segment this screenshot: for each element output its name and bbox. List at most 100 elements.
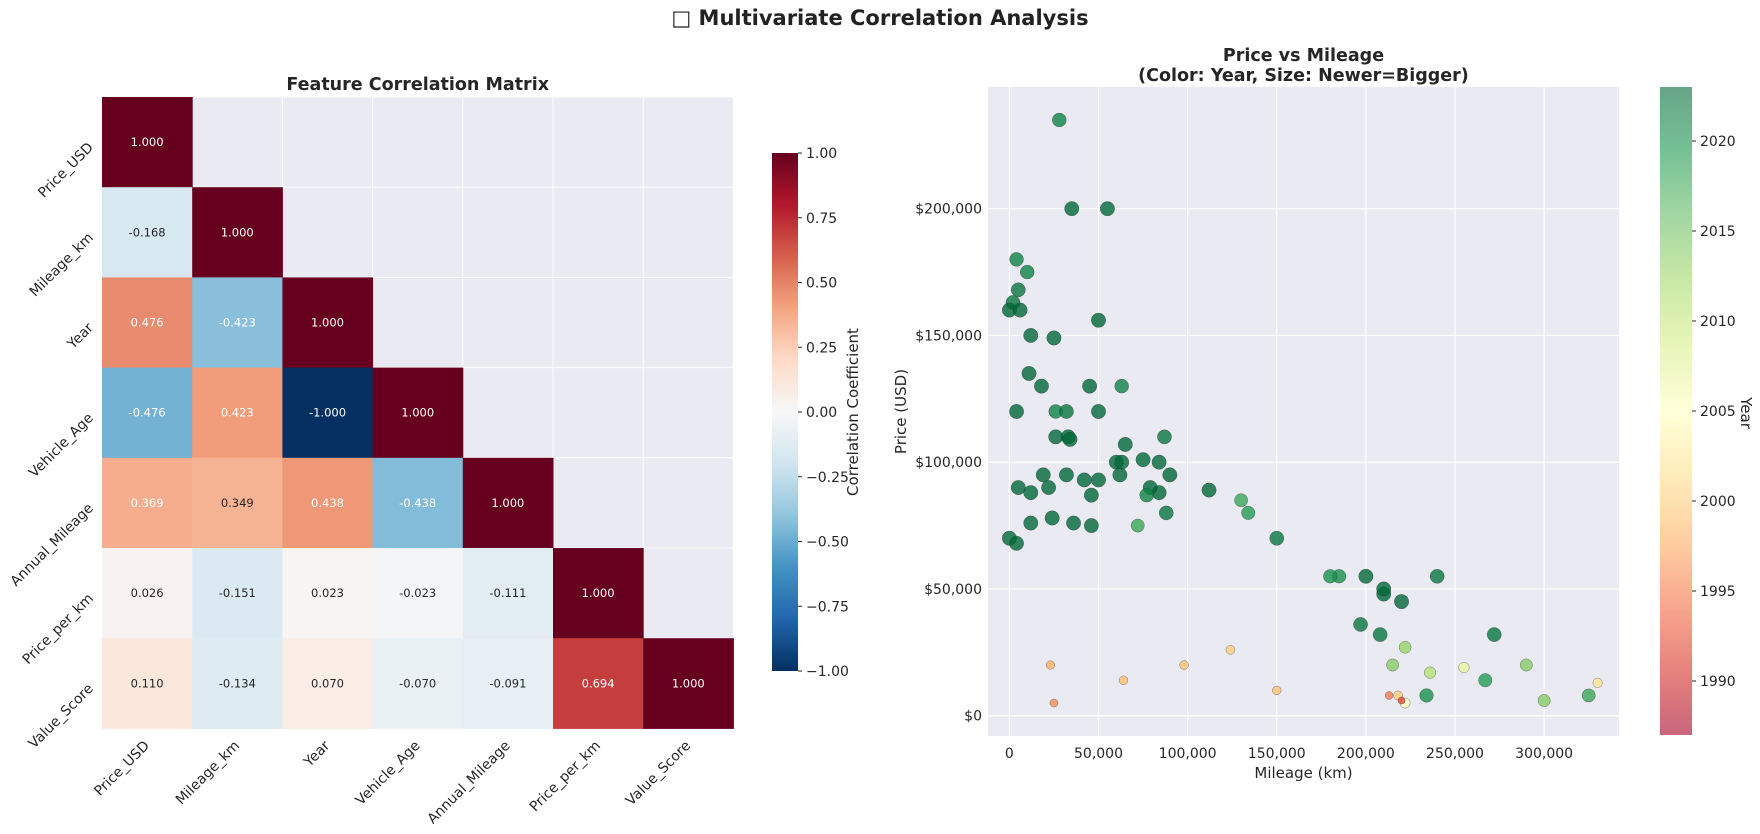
heatmap-colorbar-tick-label: −1.00	[806, 664, 849, 680]
scatter-point	[1394, 594, 1409, 610]
heatmap-cell-value: 1.000	[491, 496, 524, 510]
heatmap-cell-value: 0.026	[131, 586, 164, 600]
scatter-point	[1044, 510, 1060, 526]
scatter-point	[1429, 568, 1445, 584]
heatmap-cell-value: -0.423	[219, 316, 256, 330]
heatmap-y-tick-label: Year	[64, 320, 97, 353]
heatmap-cell-value: -0.134	[219, 676, 256, 690]
heatmap-cell	[102, 367, 193, 459]
scatter-point	[1272, 685, 1282, 696]
heatmap-cell	[102, 457, 193, 549]
scatter-point	[1059, 404, 1074, 419]
scatter-x-tick-label: 0	[1005, 746, 1014, 762]
scatter-colorbar-label: Year	[1737, 396, 1755, 430]
scatter-point	[1386, 658, 1400, 672]
scatter-colorbar-tick-label: 2020	[1700, 134, 1736, 150]
heatmap-cell-value: -1.000	[309, 406, 346, 420]
heatmap-y-tick-label: Annual_Mileage	[8, 500, 97, 589]
heatmap-x-tick-label: Price_per_km	[527, 738, 604, 815]
scatter-y-tick-label: $100,000	[915, 455, 982, 471]
scatter-colorbar	[1660, 87, 1692, 735]
scatter-points	[1001, 112, 1603, 709]
heatmap-x-tick-label: Annual_Mileage	[424, 738, 513, 827]
scatter-point	[1151, 454, 1167, 470]
scatter-point	[1035, 467, 1051, 483]
heatmap-cell-value: 0.070	[311, 676, 344, 690]
heatmap-cell	[553, 638, 644, 729]
heatmap-cell	[102, 277, 193, 369]
heatmap-cell-value: -0.070	[399, 676, 436, 690]
scatter-point	[1151, 485, 1167, 501]
heatmap-cell-value: 0.694	[582, 676, 615, 690]
scatter-x-tick-label: 100,000	[1159, 746, 1217, 762]
scatter-colorbar-tick-label: 2005	[1700, 404, 1736, 420]
scatter-point	[1419, 688, 1434, 703]
scatter-colorbar-tick-label: 2000	[1700, 494, 1736, 510]
heatmap-colorbar-tick-label: 0.75	[806, 211, 837, 227]
scatter-subtitle: (Color: Year, Size: Newer=Bigger)	[1138, 66, 1469, 86]
heatmap-cell	[192, 277, 283, 369]
scatter-point	[1135, 452, 1151, 468]
scatter-x-tick-label: 250,000	[1426, 746, 1484, 762]
heatmap-cell-value: 1.000	[221, 225, 254, 239]
scatter-point	[1083, 518, 1099, 534]
scatter-point	[1323, 569, 1338, 584]
scatter-point	[1358, 568, 1374, 584]
scatter-point	[1023, 327, 1039, 343]
scatter-point	[1023, 515, 1039, 531]
heatmap-x-tick-label: Mileage_km	[173, 738, 243, 808]
scatter-point	[1225, 645, 1236, 655]
scatter-point	[1082, 378, 1098, 394]
heatmap-cell	[372, 457, 464, 549]
heatmap-cell	[192, 367, 283, 459]
price-mileage-scatter: 0 50,000 100,000 150,000 200,000 250,000 300,0…	[892, 46, 1755, 782]
scatter-point	[1009, 535, 1024, 551]
scatter-x-tick-label: 200,000	[1337, 746, 1395, 762]
heatmap-x-tick-label: Value_Score	[623, 738, 694, 809]
scatter-point	[1376, 581, 1392, 597]
heatmap-cell	[372, 367, 464, 459]
scatter-point	[1158, 505, 1174, 521]
heatmap-cell	[102, 548, 193, 639]
scatter-y-tick-label: $150,000	[915, 328, 982, 344]
scatter-point	[1201, 482, 1217, 498]
scatter-colorbar-tick-label: 2015	[1700, 224, 1736, 240]
heatmap-cell	[282, 548, 374, 639]
heatmap-cell-value: 1.000	[672, 676, 705, 690]
scatter-point	[1034, 378, 1049, 394]
scatter-point	[1269, 530, 1285, 546]
scatter-point	[1372, 627, 1388, 642]
scatter-point	[1397, 696, 1406, 705]
scatter-point	[1424, 666, 1437, 679]
scatter-point	[1076, 472, 1092, 488]
heatmap-cell	[192, 548, 283, 639]
heatmap-cell-value: -0.476	[129, 406, 166, 420]
scatter-point	[1114, 454, 1130, 470]
scatter-point	[1537, 694, 1551, 707]
scatter-x-tick-label: 300,000	[1515, 746, 1573, 762]
heatmap-cell-value: 0.349	[221, 496, 254, 510]
scatter-point	[1009, 252, 1024, 267]
heatmap-cell	[643, 638, 734, 729]
scatter-colorbar-tick-label: 1995	[1700, 584, 1736, 600]
heatmap-y-tick-label: Mileage_km	[27, 230, 97, 300]
scatter-point	[1486, 627, 1502, 642]
scatter-point	[1130, 518, 1145, 533]
scatter-point	[1384, 691, 1394, 700]
heatmap-colorbar	[772, 153, 798, 671]
heatmap-colorbar-tick-label: 0.25	[806, 340, 837, 356]
correlation-heatmap: 1.000 -0.168 1.000 0.476 -0.423 1.000 -0.476 0.…	[8, 75, 862, 827]
heatmap-cell	[372, 548, 464, 639]
scatter-x-tick-label: 150,000	[1248, 746, 1306, 762]
heatmap-cell-value: 0.476	[131, 316, 164, 330]
scatter-point	[1112, 467, 1128, 483]
scatter-point	[1023, 485, 1039, 501]
heatmap-x-tick-label: Year	[300, 738, 333, 771]
scatter-point	[1062, 431, 1078, 447]
scatter-colorbar-tick-label: 2010	[1700, 314, 1736, 330]
scatter-point	[1046, 330, 1062, 346]
scatter-point	[1064, 201, 1080, 217]
scatter-point	[1162, 467, 1178, 483]
heatmap-title: Feature Correlation Matrix	[286, 75, 549, 95]
